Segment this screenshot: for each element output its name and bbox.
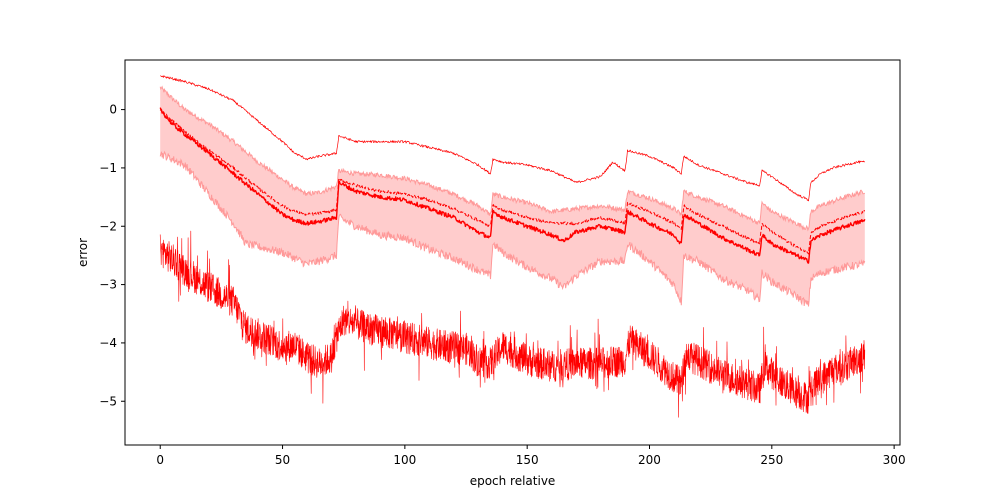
confidence-band-layer	[159, 85, 866, 307]
y-axis-label: error	[76, 238, 90, 267]
series-line-upper	[160, 75, 865, 202]
y-tick-label: −4	[99, 336, 117, 350]
series-line-mean-alt	[159, 109, 866, 255]
band-lower-edge	[159, 150, 866, 307]
x-axis: 0 50 100 150 200 250 300	[156, 445, 906, 467]
x-axis-label: epoch relative	[470, 474, 556, 488]
y-tick-label: −3	[99, 278, 117, 292]
y-tick-label: −2	[99, 219, 117, 233]
series-line-lower	[159, 230, 866, 418]
x-tick-label: 250	[760, 453, 783, 467]
x-tick-label: 200	[638, 453, 661, 467]
series-line-mean	[159, 107, 866, 264]
band-fill	[160, 86, 865, 307]
x-tick-label: 50	[275, 453, 290, 467]
x-tick-label: 100	[393, 453, 416, 467]
x-tick-label: 0	[156, 453, 164, 467]
y-tick-label: 0	[109, 103, 117, 117]
x-tick-label: 150	[516, 453, 539, 467]
plot-area-frame	[124, 59, 901, 446]
series-layer	[159, 75, 866, 418]
y-tick-label: −1	[99, 161, 117, 175]
y-axis: 0 −1 −2 −3 −4 −5	[99, 103, 125, 408]
band-upper-edge	[159, 85, 866, 232]
x-tick-label: 300	[883, 453, 906, 467]
y-tick-label: −5	[99, 394, 117, 408]
